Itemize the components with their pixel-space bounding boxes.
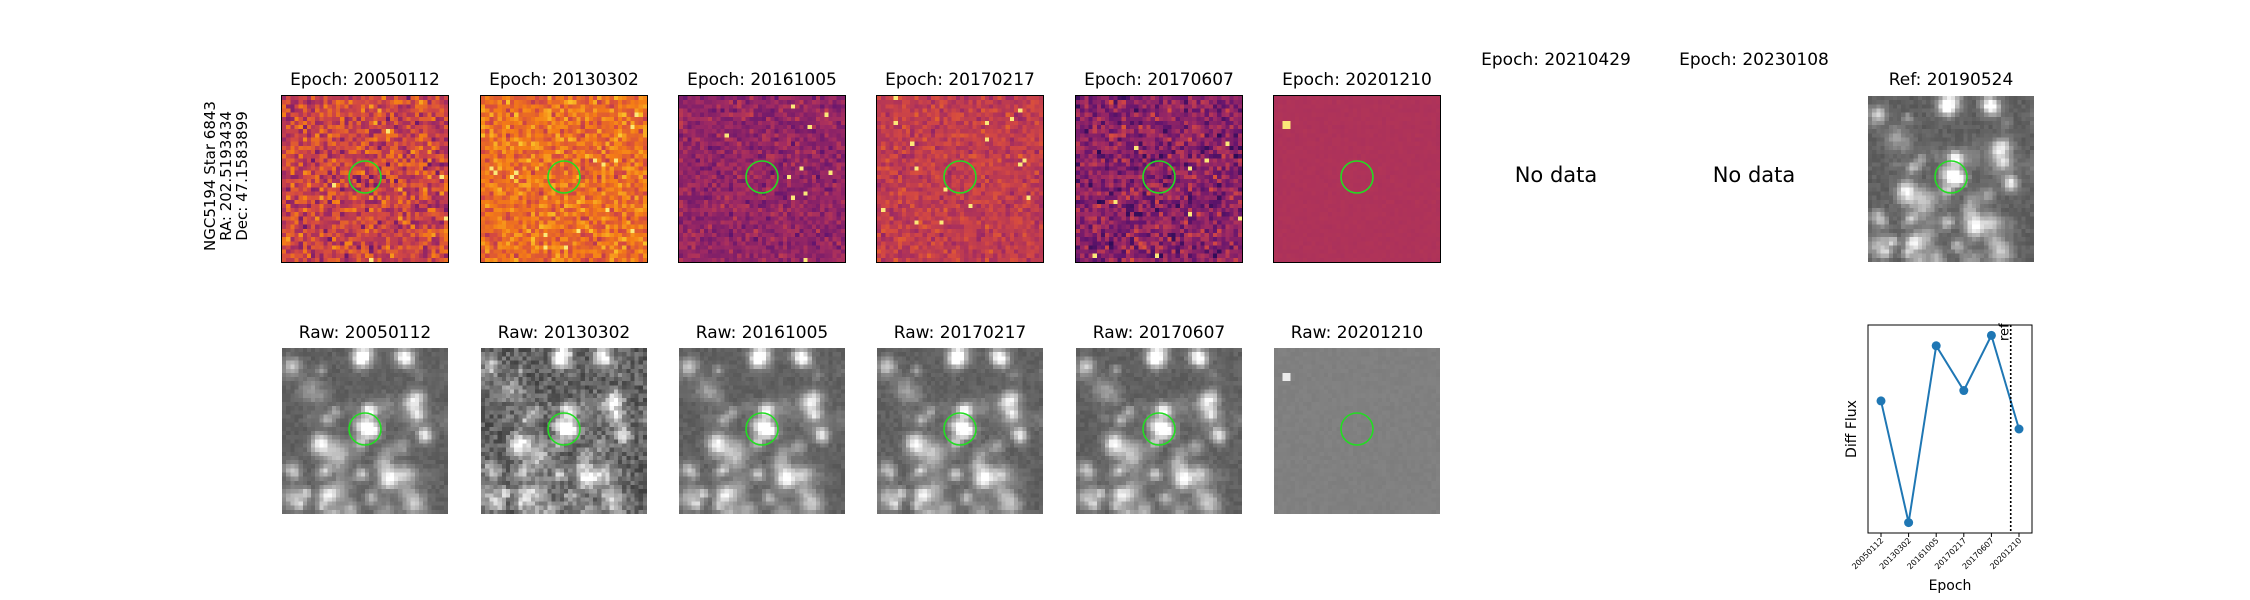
- reference-title: Ref: 20190524: [1888, 70, 2014, 90]
- raw-image-panel: [1274, 348, 1440, 514]
- diff-panel-title: Epoch: 20130302: [489, 70, 639, 90]
- raw-panel-title: Raw: 20170607: [1092, 323, 1226, 343]
- data-point: [2014, 424, 2024, 434]
- difference-image: [877, 96, 1043, 262]
- data-point: [1986, 330, 1996, 340]
- raw-image-panel: [679, 348, 845, 514]
- difference-image-panel: [678, 95, 846, 263]
- reference-image-canvas: [1868, 96, 2034, 262]
- difference-image: [1076, 96, 1242, 262]
- diff-flux-line: [1880, 332, 2020, 523]
- reference-image-panel: [1868, 96, 2034, 262]
- data-point: [1876, 396, 1886, 406]
- raw-panel-title: Raw: 20161005: [695, 323, 829, 343]
- difference-image-panel: [281, 95, 449, 263]
- diff-flux-light-curve: ref2005011220130302201610052017021720170…: [1844, 323, 2033, 594]
- raw-image: [481, 348, 647, 514]
- difference-image: [282, 96, 448, 262]
- raw-image-panel: [481, 348, 647, 514]
- diff-panel-title: Epoch: 20201210: [1282, 70, 1432, 90]
- ref-marker-label: ref: [1998, 323, 2013, 341]
- difference-image: [679, 96, 845, 262]
- difference-image-panel: [480, 95, 648, 263]
- raw-image: [877, 348, 1043, 514]
- no-data-label: No data: [1514, 163, 1598, 187]
- data-point: [1904, 518, 1914, 528]
- diff-panel-title: Epoch: 20170607: [1084, 70, 1234, 90]
- raw-panel-title: Raw: 20201210: [1290, 323, 1424, 343]
- raw-image-panel: [877, 348, 1043, 514]
- difference-image-panel: [1273, 95, 1441, 263]
- target-star-name: NGC5194 Star 6843: [201, 101, 219, 251]
- target-dec: Dec: 47.1583899: [233, 111, 251, 241]
- difference-image-panel: [1075, 95, 1243, 263]
- raw-image-panel: [1076, 348, 1242, 514]
- diff-panel-title: Epoch: 20050112: [290, 70, 440, 90]
- data-point: [1931, 341, 1941, 351]
- raw-image: [1076, 348, 1242, 514]
- x-axis-label: Epoch: [1929, 578, 1972, 594]
- difference-image: [481, 96, 647, 262]
- y-axis-label: Diff Flux: [1844, 400, 1860, 458]
- raw-image: [1274, 348, 1440, 514]
- raw-image-panel: [282, 348, 448, 514]
- target-ra: RA: 202.5193434: [217, 111, 235, 241]
- difference-image: [1274, 96, 1440, 262]
- raw-panel-title: Raw: 20050112: [298, 323, 432, 343]
- raw-panel-title: Raw: 20170217: [893, 323, 1027, 343]
- data-point: [1959, 386, 1969, 396]
- diff-panel-title: Epoch: 20170217: [885, 70, 1035, 90]
- raw-panel-title: Raw: 20130302: [497, 323, 631, 343]
- raw-image: [679, 348, 845, 514]
- diff-panel-title: Epoch: 20210429: [1481, 50, 1631, 70]
- plot-frame: [1867, 324, 2033, 534]
- target-label: NGC5194 Star 6843 RA: 202.5193434 Dec: 4…: [201, 101, 251, 251]
- diff-panel-title: Epoch: 20161005: [687, 70, 837, 90]
- raw-image: [282, 348, 448, 514]
- diff-panel-title: Epoch: 20230108: [1679, 50, 1829, 70]
- difference-image-panel: [876, 95, 1044, 263]
- no-data-label: No data: [1712, 163, 1796, 187]
